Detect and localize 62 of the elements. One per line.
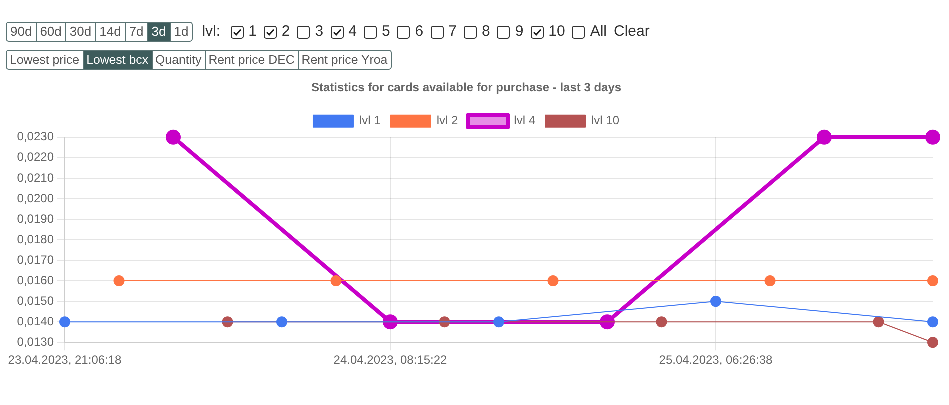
point bbox=[166, 130, 181, 145]
text: Clear bbox=[614, 23, 650, 41]
point bbox=[114, 276, 125, 287]
text: 3 bbox=[315, 23, 324, 41]
text: 60d bbox=[40, 24, 62, 39]
point bbox=[600, 314, 615, 330]
point bbox=[926, 130, 940, 145]
y-tick-label: 0,0190 bbox=[17, 212, 54, 226]
text: 9 bbox=[515, 23, 524, 41]
text: 8 bbox=[482, 23, 490, 41]
text: Quantity bbox=[156, 53, 202, 67]
y-tick-label: 0,0160 bbox=[17, 273, 54, 288]
legend-label: lvl 10 bbox=[592, 114, 620, 128]
point bbox=[928, 316, 938, 328]
y-tick-label: 0,0220 bbox=[17, 150, 54, 164]
text: 4 bbox=[348, 23, 357, 41]
legend-label: lvl 1 bbox=[359, 114, 382, 128]
point bbox=[383, 314, 398, 330]
text: Lowest bcx bbox=[86, 53, 149, 67]
point bbox=[548, 276, 559, 287]
y-tick-label: 0,0210 bbox=[17, 170, 54, 185]
chart-title: Statistics for cards available for purchase - last 3 days bbox=[311, 80, 622, 95]
y-tick-label: 0,0130 bbox=[17, 334, 54, 349]
legend-label: lvl 4 bbox=[514, 114, 536, 128]
point bbox=[330, 276, 342, 287]
text: 2 bbox=[282, 23, 290, 41]
text: 3d bbox=[152, 24, 166, 39]
text: 5 bbox=[382, 23, 390, 41]
x-tick-label: 24.04.2023, 08:15:22 bbox=[334, 353, 448, 368]
point bbox=[60, 316, 70, 328]
legend-label: lvl 2 bbox=[436, 114, 458, 128]
text: All bbox=[590, 23, 608, 41]
text: 10 bbox=[548, 23, 566, 41]
y-tick-label: 0,0150 bbox=[17, 294, 54, 308]
text: Lowest price bbox=[10, 53, 80, 67]
point bbox=[710, 296, 722, 308]
point bbox=[928, 276, 938, 287]
text: 1 bbox=[248, 23, 257, 41]
point bbox=[276, 316, 288, 328]
point bbox=[494, 316, 504, 328]
y-tick-label: 0,0180 bbox=[17, 232, 54, 246]
text: 7 bbox=[448, 23, 457, 41]
point bbox=[928, 337, 938, 348]
point bbox=[873, 316, 884, 328]
y-tick-label: 0,0230 bbox=[17, 130, 54, 144]
text: lvl: bbox=[202, 23, 221, 41]
point bbox=[764, 276, 776, 287]
text: 1d bbox=[174, 24, 189, 39]
y-tick-label: 0,0200 bbox=[17, 191, 54, 206]
text: Rent price Yroa bbox=[302, 53, 388, 67]
text: 30d bbox=[70, 24, 92, 39]
x-tick-label: 23.04.2023, 21:06:18 bbox=[8, 353, 122, 368]
text: Rent price DEC bbox=[208, 53, 295, 67]
point bbox=[817, 130, 832, 145]
y-tick-label: 0,0140 bbox=[17, 314, 54, 328]
x-tick-label: 25.04.2023, 06:26:38 bbox=[659, 353, 774, 368]
text: 7d bbox=[129, 24, 144, 39]
y-tick-label: 0,0170 bbox=[17, 252, 54, 267]
point bbox=[656, 316, 668, 328]
text: 14d bbox=[100, 24, 122, 39]
text: 6 bbox=[415, 23, 424, 41]
text: 90d bbox=[10, 24, 32, 39]
